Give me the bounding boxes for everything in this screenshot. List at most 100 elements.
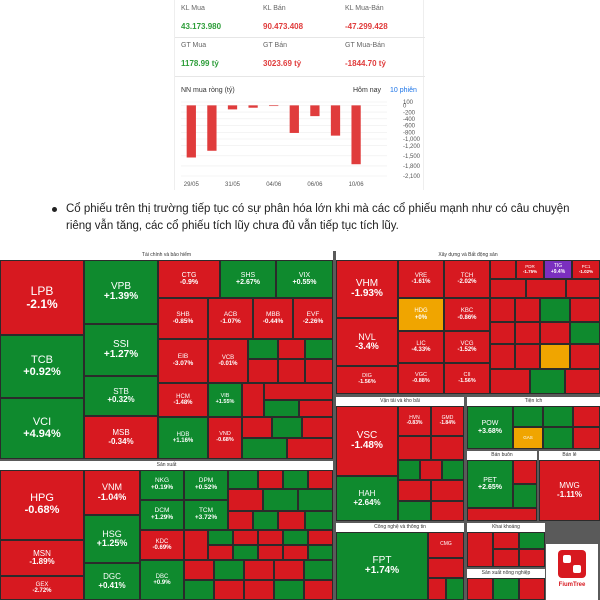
tile-vci[interactable]: VCI +4.94% [0,398,84,459]
tile-small[interactable] [214,580,244,600]
ten-session-toggle[interactable]: 10 phiên [390,87,417,94]
tile-vib[interactable]: VIB +1.55% [208,383,242,417]
tile-hdg[interactable]: HDG +0% [398,298,444,331]
tile-small[interactable] [244,560,274,580]
tile-small[interactable] [543,406,573,427]
tile-ssi[interactable]: SSI +1.27% [84,324,158,376]
tile-small[interactable] [305,359,333,383]
tile-small[interactable] [258,530,283,545]
tile-gas[interactable]: GAS [513,427,543,449]
tile-shb[interactable]: SHB -0.85% [158,298,208,339]
tile-small[interactable] [566,279,600,298]
tile-vhm[interactable]: VHM -1.93% [336,260,398,318]
tile-small[interactable] [242,383,264,417]
tile-cmg[interactable]: CMG [428,532,464,558]
tile-small[interactable] [467,578,493,600]
tile-small[interactable] [519,549,545,567]
tile-small[interactable] [274,560,304,580]
tile-small[interactable] [570,298,600,322]
tile-small[interactable] [274,580,304,600]
tile-small[interactable] [540,344,570,369]
tile-hpg[interactable]: HPG -0.68% [0,470,84,540]
tile-kbc[interactable]: KBC -0.86% [444,298,490,331]
tile-small[interactable] [305,511,333,530]
tile-small[interactable] [242,438,287,459]
tile-small[interactable] [253,511,278,530]
tile-fpt[interactable]: FPT +1.74% [336,532,428,600]
tile-stb[interactable]: STB +0.32% [84,376,158,416]
tile-small[interactable] [308,470,333,489]
tile-hsg[interactable]: HSG +1.25% [84,515,140,563]
tile-small[interactable] [272,417,302,438]
tile-small[interactable] [490,260,516,279]
tile-ctg[interactable]: CTG -0.9% [158,260,220,298]
tile-small[interactable] [287,438,333,459]
tile-small[interactable] [431,501,464,521]
tile-small[interactable] [565,369,600,394]
tile-small[interactable] [184,580,214,600]
tile-small[interactable] [515,344,540,369]
tile-small[interactable] [467,532,493,567]
tile-small[interactable] [242,417,272,438]
tile-small[interactable] [467,508,537,521]
tile-small[interactable] [493,578,519,600]
tile-small[interactable] [431,480,464,501]
tile-dbc[interactable]: DBC +0.9% [140,560,184,600]
tile-vre[interactable]: VRE -1.61% [398,260,444,298]
tile-small[interactable] [304,560,333,580]
tile-small[interactable] [308,545,333,560]
tile-small[interactable] [446,578,464,600]
tile-dpm[interactable]: DPM +0.52% [184,470,228,500]
tile-vsc[interactable]: VSC -1.48% [336,406,398,476]
tile-pdr[interactable]: PDR -1.75% [516,260,544,279]
tile-small[interactable] [543,427,573,449]
tile-small[interactable] [228,489,263,511]
tile-pow[interactable]: POW +3.68% [467,406,513,449]
tile-small[interactable] [526,279,566,298]
tile-acb[interactable]: ACB -1.07% [208,298,253,339]
tile-mbb[interactable]: MBB -0.44% [253,298,293,339]
tile-small[interactable] [513,460,537,484]
tile-pet[interactable]: PET +2.65% [467,460,513,508]
tile-small[interactable] [283,545,308,560]
tile-small[interactable] [490,369,530,394]
tile-small[interactable] [573,406,600,427]
tile-hah[interactable]: HAH +2.64% [336,476,398,521]
tile-small[interactable] [398,460,420,480]
tile-small[interactable] [264,383,333,400]
tile-dcm[interactable]: DCM +1.29% [140,500,184,530]
tile-small[interactable] [258,470,283,489]
tile-small[interactable] [248,339,278,359]
tile-small[interactable] [519,578,545,600]
tile-kdc[interactable]: KDC -0.69% [140,530,184,560]
tile-small[interactable] [214,560,244,580]
tile-small[interactable] [490,298,515,322]
tile-mwg[interactable]: MWG -1.11% [539,460,600,521]
tile-nvl[interactable]: NVL -3.4% [336,318,398,366]
tile-small[interactable] [263,489,298,511]
tile-small[interactable] [278,359,305,383]
tile-small[interactable] [308,530,333,545]
tile-small[interactable] [573,427,600,449]
tile-small[interactable] [264,400,299,417]
tile-small[interactable] [228,511,253,530]
tile-small[interactable] [278,339,305,359]
tile-small[interactable] [519,532,545,549]
tile-small[interactable] [304,580,333,600]
tile-small[interactable] [420,460,442,480]
tile-lpb[interactable]: LPB -2.1% [0,260,84,335]
today-toggle[interactable]: Hôm nay [353,87,382,94]
tile-vcg[interactable]: VCG -1.52% [444,331,490,363]
tile-small[interactable] [398,480,431,501]
tile-dig[interactable]: DIG -1.56% [336,366,398,394]
tile-cii[interactable]: CII -1.56% [444,363,490,394]
tile-tig[interactable]: TIG +9.4% [544,260,572,279]
tile-small[interactable] [283,530,308,545]
tile-small[interactable] [184,560,214,580]
tile-small[interactable] [540,298,570,322]
tile-small[interactable] [398,501,431,521]
tile-vnd[interactable]: VND -0.68% [208,417,242,459]
tile-small[interactable] [570,322,600,344]
tile-small[interactable] [283,470,308,489]
tile-small[interactable] [513,406,543,427]
